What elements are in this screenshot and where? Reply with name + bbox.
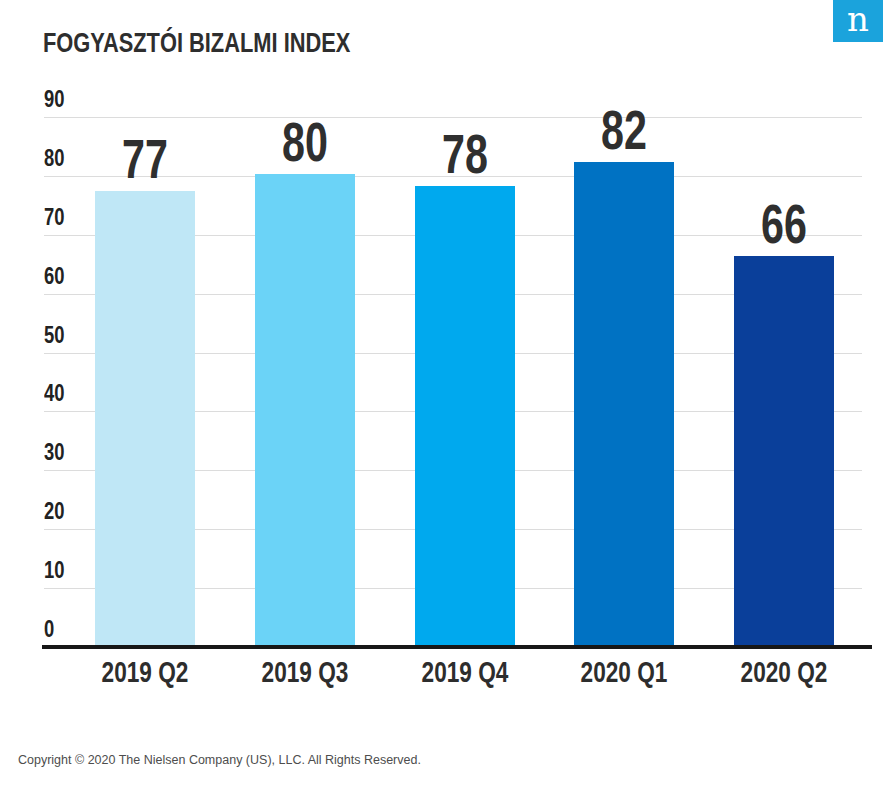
bar-2019-q2: [95, 191, 195, 645]
bar-2020-q1: [574, 162, 674, 645]
x-axis-label: 2019 Q3: [235, 656, 375, 688]
bar-value-label: 77: [85, 129, 205, 189]
y-axis-tick-label: 70: [44, 205, 64, 229]
bar-value-label: 66: [724, 194, 844, 254]
bar-2020-q2: [734, 256, 834, 645]
y-axis-tick-label: 20: [44, 499, 64, 523]
x-axis-label: 2020 Q1: [554, 656, 694, 688]
bar-2019-q3: [255, 174, 355, 645]
x-axis-baseline: [42, 645, 872, 649]
copyright-text: Copyright © 2020 The Nielsen Company (US…: [18, 753, 421, 767]
bar-value-label: 78: [405, 124, 525, 184]
plot-area: 0 10 20 30 40 50 60 70 80 90 77 2019 Q2 80 2019 Q3 78 2…: [0, 0, 883, 799]
gridline: [44, 117, 862, 118]
x-axis-label: 2019 Q2: [75, 656, 215, 688]
bar-value-label: 80: [245, 112, 365, 172]
y-axis-tick-label: 10: [44, 558, 64, 582]
y-axis-tick-label: 80: [44, 146, 64, 170]
bar-value-label: 82: [564, 100, 684, 160]
y-axis-tick-label: 30: [44, 440, 64, 464]
x-axis-label: 2020 Q2: [714, 656, 854, 688]
chart-canvas: n FOGYASZTÓI BIZALMI INDEX 0102030405060…: [0, 0, 883, 799]
y-axis-tick-label: 40: [44, 381, 64, 405]
y-axis-tick-label: 90: [44, 87, 64, 111]
y-axis-tick-label: 60: [44, 264, 64, 288]
bar-2019-q4: [415, 186, 515, 645]
y-axis-tick-label: 50: [44, 323, 64, 347]
y-axis-tick-label: 0: [44, 617, 54, 641]
x-axis-label: 2019 Q4: [394, 656, 534, 688]
